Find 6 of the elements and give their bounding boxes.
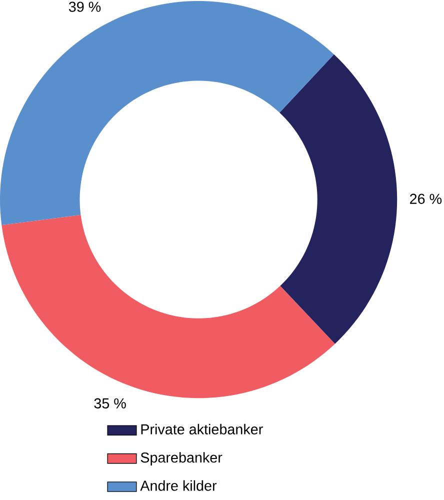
data-label: 39 % — [69, 2, 101, 12]
data-label: 26 % — [410, 194, 442, 204]
legend-label: Sparebanker — [140, 452, 222, 466]
data-label: 35 % — [94, 398, 126, 408]
legend-label: Andre kilder — [140, 480, 217, 491]
legend-label: Private aktiebanker — [141, 424, 264, 434]
